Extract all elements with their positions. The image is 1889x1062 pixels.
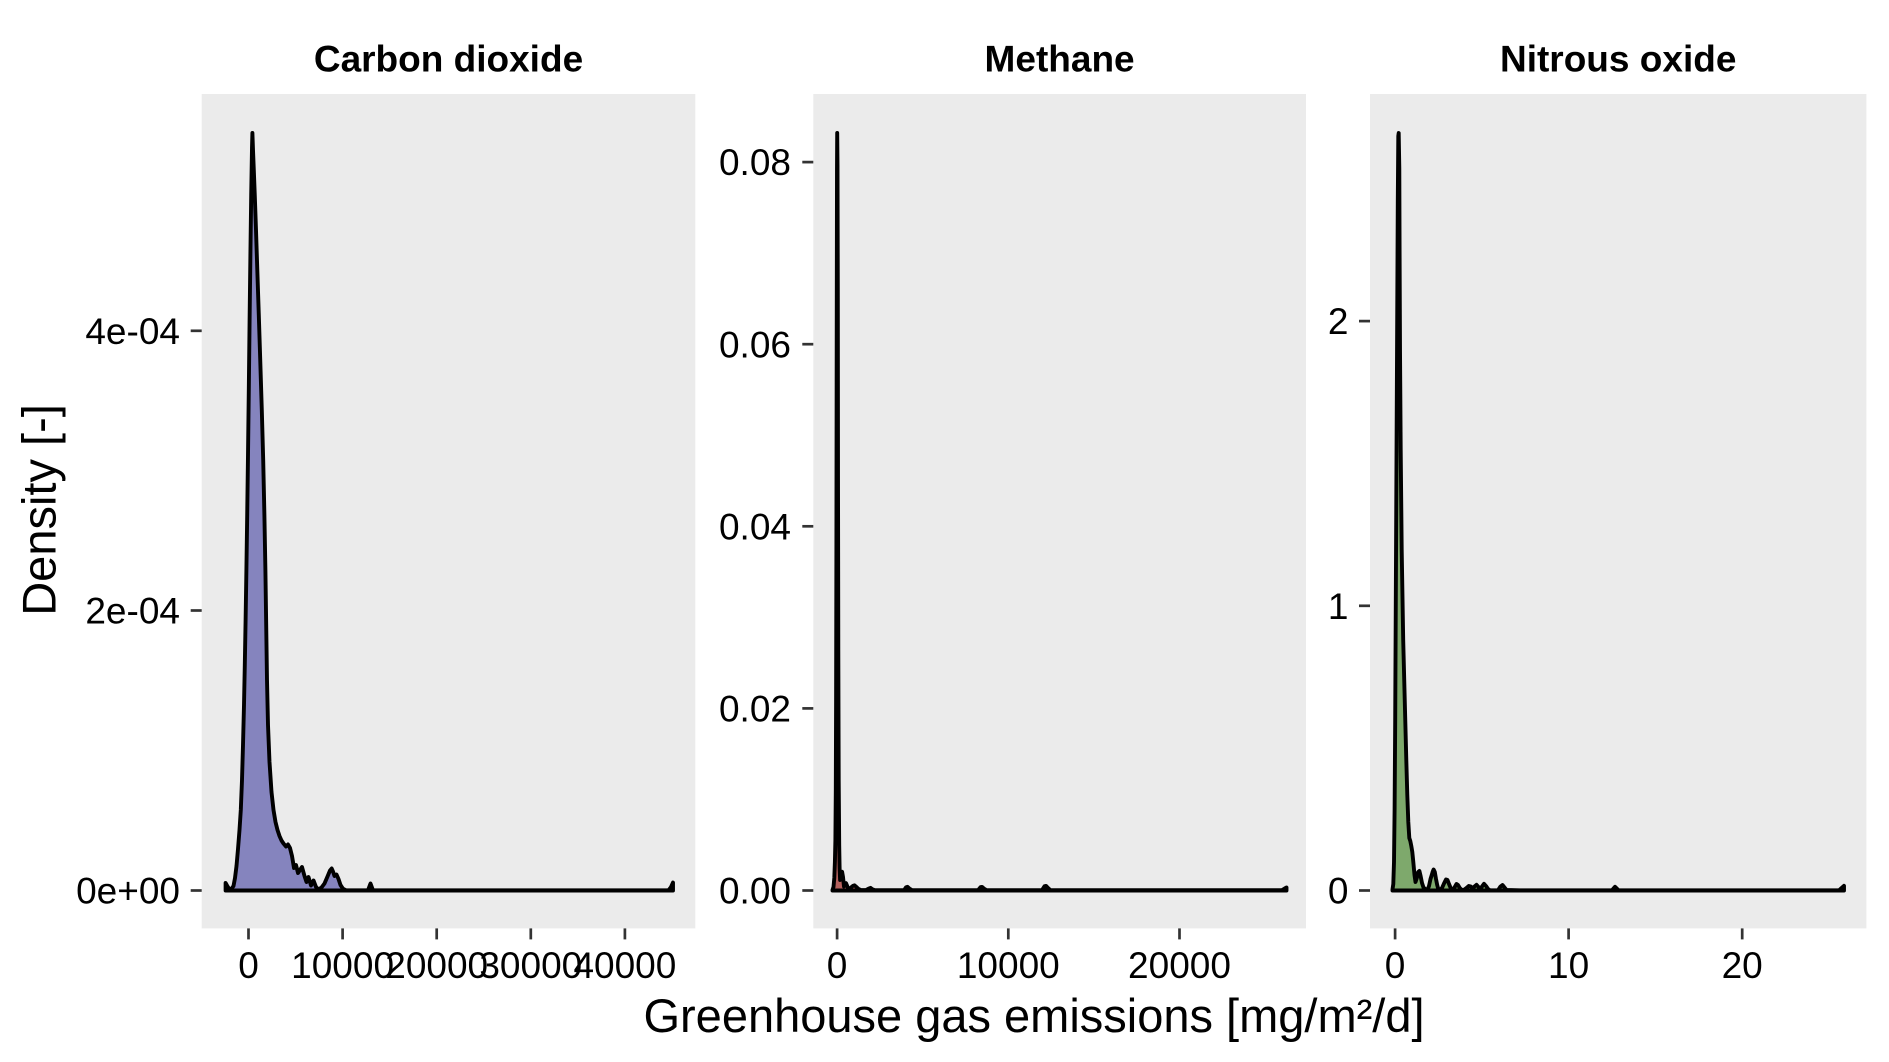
svg-text:Greenhouse gas emissions [mg/m: Greenhouse gas emissions [mg/m²/d] <box>643 989 1424 1042</box>
svg-text:Nitrous oxide: Nitrous oxide <box>1500 38 1736 79</box>
svg-text:0: 0 <box>238 945 259 986</box>
svg-text:20000: 20000 <box>1128 945 1231 986</box>
svg-text:10: 10 <box>1548 945 1589 986</box>
svg-text:20000: 20000 <box>385 945 488 986</box>
svg-text:0.02: 0.02 <box>719 689 791 730</box>
svg-text:10000: 10000 <box>957 945 1060 986</box>
svg-text:4e-04: 4e-04 <box>85 311 180 352</box>
svg-text:0.06: 0.06 <box>719 324 791 365</box>
svg-text:30000: 30000 <box>479 945 582 986</box>
svg-text:1: 1 <box>1328 586 1349 627</box>
svg-text:2: 2 <box>1328 301 1349 342</box>
svg-text:Methane: Methane <box>985 38 1135 79</box>
svg-text:0.00: 0.00 <box>719 871 791 912</box>
svg-text:2e-04: 2e-04 <box>85 591 180 632</box>
svg-text:0e+00: 0e+00 <box>76 871 180 912</box>
svg-text:10000: 10000 <box>291 945 394 986</box>
svg-text:Density [-]: Density [-] <box>13 404 66 616</box>
svg-text:0: 0 <box>1328 871 1349 912</box>
svg-text:0: 0 <box>827 945 848 986</box>
svg-text:20: 20 <box>1722 945 1763 986</box>
svg-text:Carbon dioxide: Carbon dioxide <box>314 38 583 79</box>
svg-text:40000: 40000 <box>573 945 676 986</box>
svg-text:0.08: 0.08 <box>719 142 791 183</box>
svg-text:0.04: 0.04 <box>719 506 791 547</box>
svg-text:0: 0 <box>1385 945 1406 986</box>
